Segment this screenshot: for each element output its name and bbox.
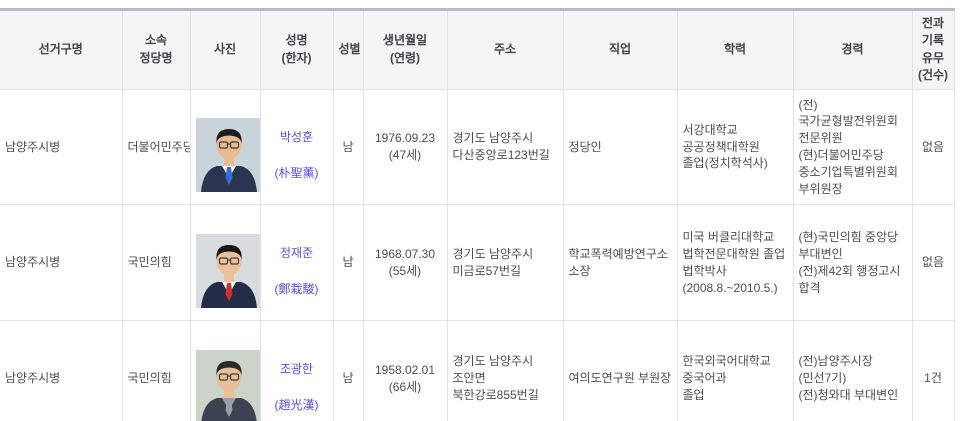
table-header-row: 선거구명 소속 정당명 사진 성명 (한자) 성별 생년월일 (연령) 주소 직… [0,9,955,90]
col-photo: 사진 [190,9,261,90]
col-gender: 성별 [333,9,364,90]
cell-party: 국민의힘 [122,320,191,421]
col-name: 성명 (한자) [260,9,334,90]
candidate-name: 정재준 [279,246,314,261]
col-district: 선거구명 [0,9,123,90]
cell-birth: 1968.07.30 (55세) [363,204,448,322]
cell-address: 경기도 남양주시 다산중앙로123번길 [447,89,564,206]
cell-job: 여의도연구원 부원장 [563,320,678,421]
candidate-photo [195,118,259,193]
cell-photo [190,89,261,206]
cell-education: 미국 버클리대학교 법학전문대학원 졸업 법학박사(2008.8.~2010.5… [677,204,794,322]
cell-district: 남양주시병 [0,89,123,206]
cell-district: 남양주시병 [0,204,123,322]
cell-education: 한국외국어대학교 중국어과 졸업 [677,320,794,421]
candidate-name-link[interactable]: 정재준 (鄭栽駿) [275,226,319,316]
col-birth: 생년월일 (연령) [363,9,448,90]
cell-job: 정당인 [563,89,678,206]
cell-gender: 남 [333,320,364,421]
candidate-row: 남양주시병 더불어민주당 [0,89,955,206]
cell-address: 경기도 남양주시 미금로57번길 [447,204,564,322]
cell-job: 학교폭력예방연구소 소장 [563,204,678,322]
cell-photo [190,204,261,322]
cell-address: 경기도 남양주시 조안면 북한강로855번길 [447,320,564,421]
cell-gender: 남 [333,89,364,206]
cell-district: 남양주시병 [0,320,123,421]
cell-career: (전)남양주시장(민선7기) (전)청와대 부대변인 [793,320,913,421]
cell-party: 더불어민주당 [122,89,191,206]
cell-criminal-record: 없음 [912,89,955,206]
candidate-photo [195,234,259,309]
cell-name: 박성훈 (朴聖薰) [260,89,334,206]
candidate-name-link[interactable]: 박성훈 (朴聖薰) [275,110,319,200]
cell-career: (전)국가균형발전위원회 전문위원 (현)더불어민주당 중소기업특별위원회 부위… [793,89,913,206]
col-job: 직업 [563,9,678,90]
candidate-row: 남양주시병 국민의힘 [0,320,955,421]
col-address: 주소 [447,9,564,90]
candidate-hanja: (朴聖薰) [274,166,319,181]
cell-birth: 1976.09.23 (47세) [363,89,448,206]
candidate-photo [195,349,259,421]
candidate-hanja: (鄭栽駿) [274,282,319,297]
candidate-name: 박성훈 [279,130,314,145]
cell-education: 서강대학교 공공정책대학원 졸업(정치학석사) [677,89,794,206]
cell-birth: 1958.02.01 (66세) [363,320,448,421]
candidate-name-link[interactable]: 조광한 (趙光漢) [275,342,319,421]
cell-gender: 남 [333,204,364,322]
col-record: 전과 기록 유무 (건수) [912,9,955,90]
col-education: 학력 [677,9,794,90]
cell-name: 조광한 (趙光漢) [260,320,334,421]
col-career: 경력 [793,9,913,90]
candidate-row: 남양주시병 국민의힘 [0,204,955,322]
cell-name: 정재준 (鄭栽駿) [260,204,334,322]
cell-party: 국민의힘 [122,204,191,322]
col-party: 소속 정당명 [122,9,191,90]
candidate-name: 조광한 [279,361,314,376]
cell-career: (현)국민의힘 중앙당 부대변인 (전)제42회 행정고시 합격 [793,204,913,322]
cell-photo [190,320,261,421]
candidate-table: 선거구명 소속 정당명 사진 성명 (한자) 성별 생년월일 (연령) 주소 직… [0,8,955,421]
candidate-hanja: (趙光漢) [274,397,319,412]
cell-criminal-record: 없음 [912,204,955,322]
cell-criminal-record: 1건 [912,320,955,421]
